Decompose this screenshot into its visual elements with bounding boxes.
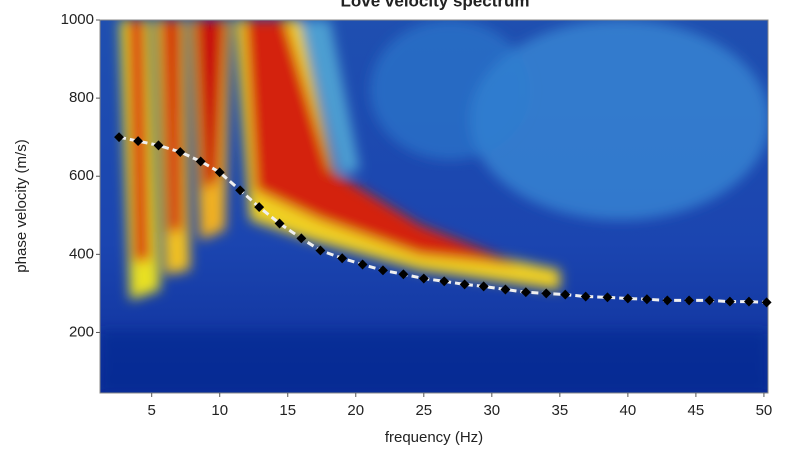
- x-tick-label: 10: [211, 402, 228, 419]
- x-tick-label: 20: [347, 402, 364, 419]
- picked-point: [254, 202, 265, 213]
- picked-point: [398, 269, 409, 280]
- picked-point: [133, 136, 144, 147]
- y-tick-label: 600: [69, 167, 94, 184]
- x-axis-label: frequency (Hz): [385, 429, 483, 446]
- picked-point: [337, 253, 348, 264]
- plot-frame: [99, 19, 769, 394]
- picked-point: [439, 276, 450, 287]
- x-tick-label: 5: [148, 402, 156, 419]
- picked-point: [704, 295, 715, 306]
- y-axis-label: phase velocity (m/s): [13, 139, 30, 272]
- picked-point: [684, 295, 695, 306]
- picked-point: [418, 273, 429, 284]
- spectrum-background: [100, 20, 768, 393]
- picked-point: [541, 288, 552, 299]
- picked-point: [580, 291, 591, 302]
- picked-point: [520, 287, 531, 298]
- picked-point: [560, 289, 571, 300]
- picked-point: [296, 233, 307, 244]
- picked-point: [153, 140, 164, 151]
- picked-point: [195, 156, 206, 167]
- x-tick-label: 30: [483, 402, 500, 419]
- picked-point: [459, 279, 470, 290]
- picked-point: [378, 265, 388, 276]
- y-tick-label: 800: [69, 89, 94, 106]
- y-tick-label: 1000: [61, 11, 94, 28]
- picked-point: [214, 167, 225, 178]
- picked-point: [478, 281, 489, 292]
- picked-point: [724, 296, 735, 307]
- x-tick-label: 45: [688, 402, 705, 419]
- x-tick-label: 15: [279, 402, 296, 419]
- picked-point: [274, 218, 285, 229]
- y-tick-label: 200: [69, 323, 94, 340]
- picked-point: [641, 294, 652, 305]
- x-tick-label: 25: [415, 402, 432, 419]
- picked-point: [602, 292, 613, 303]
- picked-point: [622, 293, 633, 304]
- picked-point: [175, 147, 186, 157]
- picked-point: [235, 185, 246, 196]
- y-tick-label: 400: [69, 245, 94, 262]
- picked-point: [357, 259, 368, 270]
- picked-point: [500, 284, 511, 295]
- picked-point: [761, 297, 772, 308]
- picked-point: [114, 132, 124, 143]
- x-tick-label: 40: [620, 402, 637, 419]
- x-tick-label: 50: [756, 402, 773, 419]
- chart-title: Love velocity spectrum: [341, 0, 530, 10]
- picked-point: [662, 295, 673, 306]
- x-tick-label: 35: [552, 402, 569, 419]
- picked-point: [744, 296, 754, 307]
- picked-point: [315, 245, 326, 256]
